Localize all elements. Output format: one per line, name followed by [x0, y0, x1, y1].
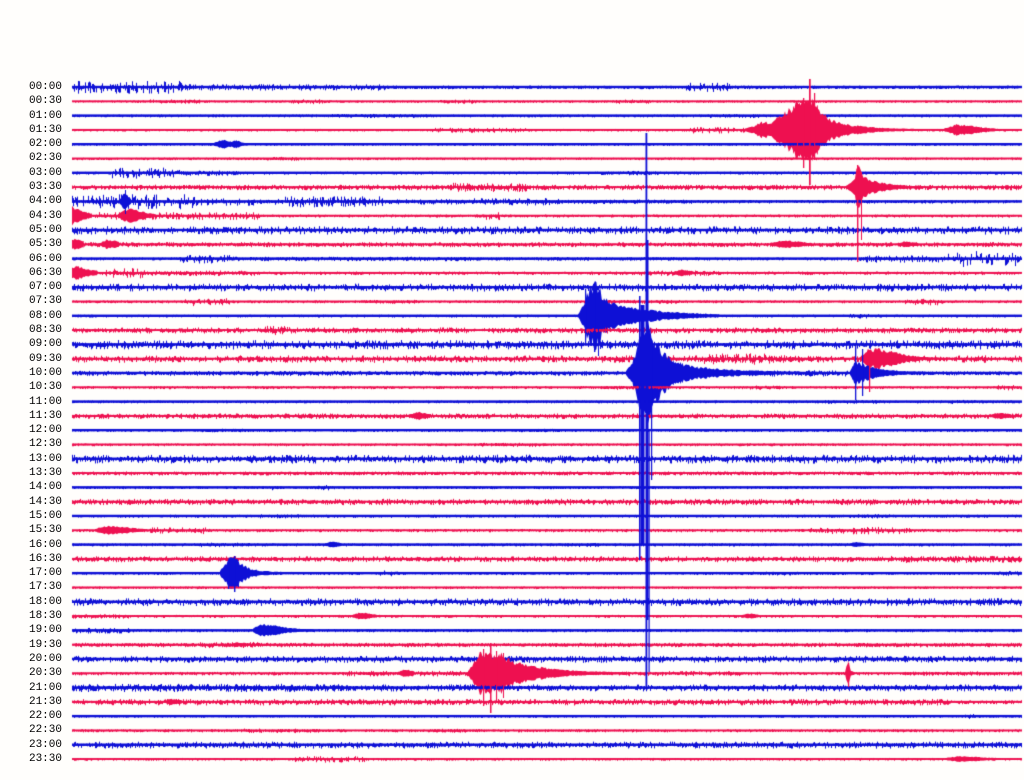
- seismogram-canvas: [0, 0, 1024, 780]
- helicorder-page: HL Voula, Attiki Applied filter: WWSSN-S…: [0, 0, 1024, 780]
